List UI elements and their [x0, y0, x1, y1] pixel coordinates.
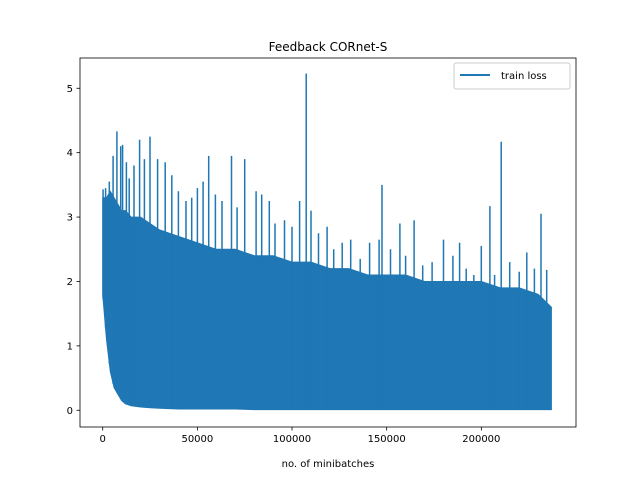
y-axis: 0 1 2 3 4 5 — [67, 84, 80, 417]
x-tick-label: 50000 — [181, 434, 213, 445]
legend-label-train-loss: train loss — [501, 71, 547, 82]
y-tick-label: 2 — [67, 277, 73, 288]
x-axis-title: no. of minibatches — [282, 459, 375, 470]
x-tick-label: 150000 — [368, 434, 406, 445]
axes-frame — [79, 57, 577, 428]
chart-title: Feedback CORnet-S — [269, 40, 388, 54]
x-axis: 0 50000 100000 150000 200000 — [100, 427, 500, 445]
x-tick-label: 200000 — [462, 434, 500, 445]
y-tick-label: 0 — [67, 406, 73, 417]
x-tick-label: 0 — [100, 434, 106, 445]
y-tick-label: 4 — [67, 148, 73, 159]
y-tick-label: 5 — [67, 84, 73, 95]
legend-box — [453, 62, 571, 90]
x-tick-label: 100000 — [273, 434, 311, 445]
legend: train loss — [453, 62, 571, 90]
y-tick-label: 3 — [67, 213, 73, 224]
y-tick-label: 1 — [67, 341, 73, 352]
plot-area — [79, 57, 577, 428]
